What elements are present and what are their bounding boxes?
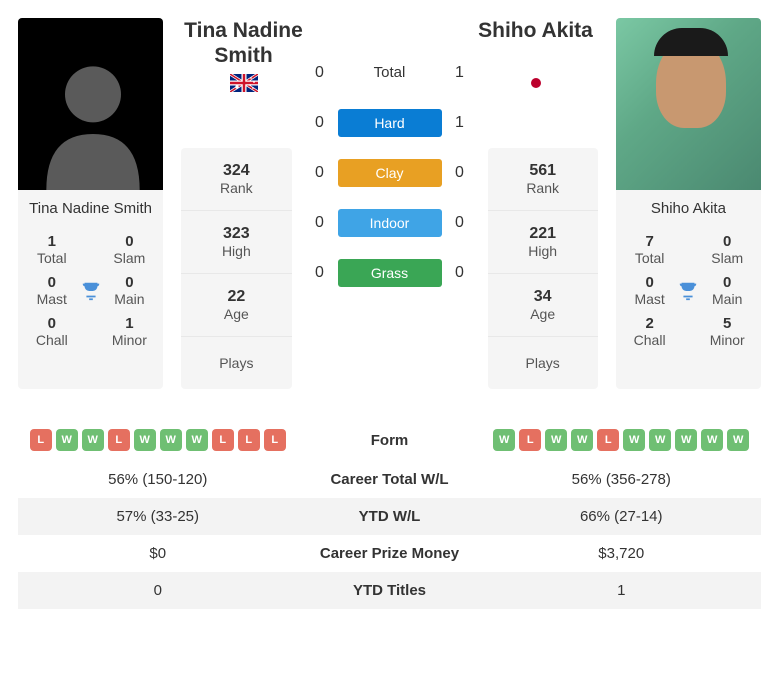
flag-left xyxy=(230,74,258,92)
titles-minor-left: 1 Minor xyxy=(106,315,154,348)
compare-label: YTD W/L xyxy=(290,508,490,525)
compare-right-val: 66% (27-14) xyxy=(490,508,754,525)
form-badge: W xyxy=(493,429,515,451)
player-card-left: Tina Nadine Smith 1 Total 0 Slam 0 Mast … xyxy=(18,18,163,389)
form-badge: W xyxy=(545,429,567,451)
flags-row xyxy=(178,74,602,92)
titles-grid-right: 7 Total 0 Slam 0 Mast 0 Main 2 Chall xyxy=(616,227,761,362)
form-badge: L xyxy=(108,429,130,451)
silhouette-icon xyxy=(33,50,153,190)
stat-high-left: 323 High xyxy=(181,211,291,274)
form-badge: W xyxy=(160,429,182,451)
form-badge: W xyxy=(82,429,104,451)
form-badge: L xyxy=(238,429,260,451)
form-badge: L xyxy=(519,429,541,451)
h2h-row: 0 Hard 1 xyxy=(310,109,470,137)
titles-slam-right: 0 Slam xyxy=(703,233,751,266)
titles-main-right: 0 Main xyxy=(703,274,751,307)
player-photo-right xyxy=(616,18,761,190)
compare-left-val: 57% (33-25) xyxy=(26,508,290,525)
surface-pill: Hard xyxy=(338,109,442,137)
titles-slam-left: 0 Slam xyxy=(106,233,154,266)
stat-card-right: 561 Rank 221 High 34 Age Plays xyxy=(488,148,598,389)
h2h-left-val: 0 xyxy=(310,164,330,182)
compare-right-val: $3,720 xyxy=(490,545,754,562)
stat-high-right: 221 High xyxy=(488,211,598,274)
surface-pill: Indoor xyxy=(338,209,442,237)
titles-total-left: 1 Total xyxy=(28,233,76,266)
compare-row: 56% (150-120)Career Total W/L56% (356-27… xyxy=(18,461,761,498)
form-badge: L xyxy=(212,429,234,451)
titles-chall-left: 0 Chall xyxy=(28,315,76,348)
compare-row: 0YTD Titles1 xyxy=(18,572,761,609)
form-badge: W xyxy=(186,429,208,451)
titles-mast-left: 0 Mast xyxy=(28,274,76,307)
player-card-right: Shiho Akita 7 Total 0 Slam 0 Mast 0 Main xyxy=(616,18,761,389)
compare-right-val: 56% (356-278) xyxy=(490,471,754,488)
stat-plays-right: Plays xyxy=(488,337,598,389)
form-badge: W xyxy=(623,429,645,451)
stat-card-left: 324 Rank 323 High 22 Age Plays xyxy=(181,148,291,389)
compare-left-val: $0 xyxy=(26,545,290,562)
titles-main-left: 0 Main xyxy=(106,274,154,307)
compare-row: 57% (33-25)YTD W/L66% (27-14) xyxy=(18,498,761,535)
h2h-left-val: 0 xyxy=(310,264,330,282)
form-badge: L xyxy=(597,429,619,451)
form-badge: W xyxy=(649,429,671,451)
trophy-icon xyxy=(76,274,106,307)
compare-left-val: 56% (150-120) xyxy=(26,471,290,488)
form-badge: W xyxy=(701,429,723,451)
h2h-right-val: 0 xyxy=(450,164,470,182)
stat-age-right: 34 Age xyxy=(488,274,598,337)
h2h-row: 0 Clay 0 xyxy=(310,159,470,187)
h2h-right-val: 0 xyxy=(450,214,470,232)
big-name-left: Tina Nadine Smith xyxy=(178,18,310,68)
form-badge: W xyxy=(727,429,749,451)
big-names-row: Tina Nadine Smith Shiho Akita xyxy=(178,18,602,68)
form-badge: L xyxy=(264,429,286,451)
h2h-row: 0 Grass 0 xyxy=(310,259,470,287)
stat-age-left: 22 Age xyxy=(181,274,291,337)
form-badge: W xyxy=(675,429,697,451)
player-name-left: Tina Nadine Smith xyxy=(18,190,163,227)
compare-row: $0Career Prize Money$3,720 xyxy=(18,535,761,572)
compare-label: Career Prize Money xyxy=(290,545,490,562)
titles-chall-right: 2 Chall xyxy=(626,315,674,348)
titles-total-right: 7 Total xyxy=(626,233,674,266)
stat-plays-left: Plays xyxy=(181,337,291,389)
form-badge: W xyxy=(56,429,78,451)
compare-left-val: 0 xyxy=(26,582,290,599)
stat-rank-right: 561 Rank xyxy=(488,148,598,211)
flag-right xyxy=(522,74,550,92)
player-name-right: Shiho Akita xyxy=(616,190,761,227)
big-name-right: Shiho Akita xyxy=(470,18,602,43)
h2h-row: 0 Indoor 0 xyxy=(310,209,470,237)
compare-label-form: Form xyxy=(290,432,490,449)
compare-table: LWWLWWWLLL Form WLWWLWWWWW 56% (150-120)… xyxy=(18,419,761,609)
compare-label: YTD Titles xyxy=(290,582,490,599)
titles-grid-left: 1 Total 0 Slam 0 Mast 0 Main 0 Chall xyxy=(18,227,163,362)
h2h-left-val: 0 xyxy=(310,214,330,232)
h2h-right-val: 1 xyxy=(450,114,470,132)
form-badge: L xyxy=(30,429,52,451)
h2h-center: Tina Nadine Smith Shiho Akita 0Total10Ha… xyxy=(310,18,470,389)
compare-right-val: 1 xyxy=(490,582,754,599)
trophy-icon xyxy=(673,274,703,307)
surface-pill: Grass xyxy=(338,259,442,287)
form-badge: W xyxy=(134,429,156,451)
h2h-right-val: 0 xyxy=(450,264,470,282)
titles-mast-right: 0 Mast xyxy=(626,274,674,307)
h2h-left-val: 0 xyxy=(310,114,330,132)
titles-minor-right: 5 Minor xyxy=(703,315,751,348)
compare-label: Career Total W/L xyxy=(290,471,490,488)
surface-pill: Clay xyxy=(338,159,442,187)
form-badges-right: WLWWLWWWWW xyxy=(490,429,754,451)
stat-rank-left: 324 Rank xyxy=(181,148,291,211)
top-comparison-row: Tina Nadine Smith 1 Total 0 Slam 0 Mast … xyxy=(18,18,761,389)
compare-row-form: LWWLWWWLLL Form WLWWLWWWWW xyxy=(18,419,761,461)
form-badge: W xyxy=(571,429,593,451)
player-photo-left xyxy=(18,18,163,190)
form-badges-left: LWWLWWWLLL xyxy=(26,429,290,451)
